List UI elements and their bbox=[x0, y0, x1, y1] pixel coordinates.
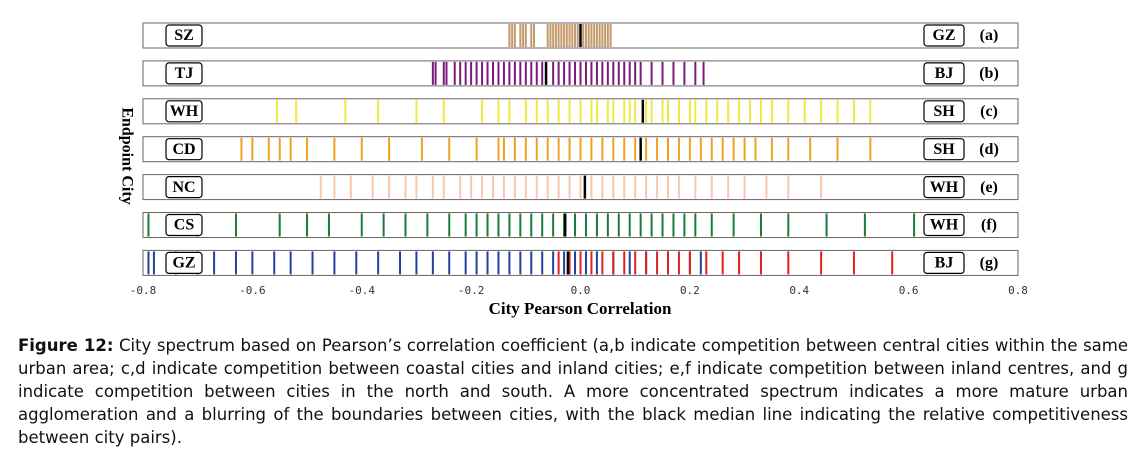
x-tick-label: 0.4 bbox=[789, 284, 809, 297]
right-city: BJ bbox=[935, 65, 954, 82]
left-city: GZ bbox=[172, 255, 195, 272]
left-city-box bbox=[165, 24, 203, 47]
right-city-box bbox=[923, 176, 965, 199]
row-tag: (d) bbox=[979, 141, 999, 158]
caption: Figure 12: City spectrum based on Pearso… bbox=[18, 334, 1128, 449]
x-tick-label: -0.6 bbox=[239, 284, 266, 297]
left-city: NC bbox=[172, 179, 195, 196]
left-city: SZ bbox=[174, 27, 194, 44]
right-city: SH bbox=[933, 141, 955, 158]
right-city: SH bbox=[933, 103, 955, 120]
row-tag: (b) bbox=[979, 65, 999, 82]
right-city: BJ bbox=[935, 255, 954, 272]
y-axis-label: Endpoint City bbox=[118, 107, 135, 204]
chart: Endpoint City City Pearson Correlation -… bbox=[118, 22, 1028, 318]
caption-text: City spectrum based on Pearson’s correla… bbox=[18, 336, 1128, 447]
left-city: CS bbox=[174, 217, 195, 234]
x-axis-label: City Pearson Correlation bbox=[489, 299, 672, 318]
left-city-box bbox=[165, 213, 203, 237]
row-tag: (a) bbox=[980, 27, 999, 44]
right-city: GZ bbox=[932, 27, 955, 44]
left-city: CD bbox=[172, 141, 195, 158]
row-tag: (c) bbox=[980, 103, 998, 120]
left-city-box bbox=[165, 62, 203, 85]
x-tick-label: 0.2 bbox=[680, 284, 700, 297]
left-city-box bbox=[165, 251, 203, 274]
right-city-box bbox=[923, 138, 965, 161]
right-city-box bbox=[923, 213, 965, 237]
strip-frame bbox=[142, 212, 1019, 238]
x-tick-label: -0.4 bbox=[349, 284, 376, 297]
right-city: WH bbox=[930, 179, 959, 196]
x-tick-label: 0.8 bbox=[1008, 284, 1028, 297]
right-city-box bbox=[923, 24, 965, 47]
left-city: WH bbox=[170, 103, 199, 120]
left-city-box bbox=[165, 100, 203, 123]
left-city-box bbox=[165, 138, 203, 161]
x-tick-label: -0.2 bbox=[458, 284, 485, 297]
left-city: TJ bbox=[175, 65, 194, 82]
row-tag: (e) bbox=[980, 179, 998, 196]
x-tick-label: 0.6 bbox=[899, 284, 919, 297]
right-city-box bbox=[923, 100, 965, 123]
x-tick-label: 0.0 bbox=[571, 284, 591, 297]
row-tag: (f) bbox=[981, 217, 997, 234]
right-city: WH bbox=[930, 217, 959, 234]
left-city-box bbox=[165, 176, 203, 199]
right-city-box bbox=[923, 62, 965, 85]
row-tag: (g) bbox=[980, 255, 999, 272]
right-city-box bbox=[923, 251, 965, 274]
x-tick-label: -0.8 bbox=[130, 284, 157, 297]
caption-label: Figure 12: bbox=[18, 336, 114, 355]
